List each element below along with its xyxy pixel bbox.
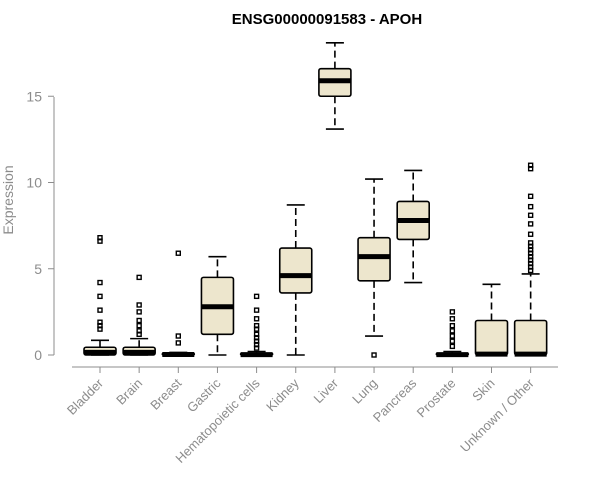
outlier-point — [527, 203, 534, 210]
outlier-point — [136, 309, 142, 315]
box-group — [83, 234, 117, 356]
outlier-point — [527, 221, 534, 227]
category-label: Prostate — [414, 376, 459, 421]
outlier-point — [527, 162, 534, 168]
box-group — [122, 274, 156, 356]
outlier-point — [449, 309, 456, 315]
y-tick-label: 10 — [26, 175, 42, 191]
outlier-point — [175, 250, 182, 256]
category-label: Unknown / Other — [457, 375, 537, 455]
category-label: Liver — [310, 375, 341, 406]
outlier-point — [527, 231, 534, 237]
outlier-point — [136, 328, 142, 334]
outlier-point — [175, 340, 182, 346]
outlier-point — [449, 316, 456, 322]
outlier-point — [527, 212, 534, 218]
outlier-point — [175, 333, 182, 339]
box-group — [278, 204, 313, 356]
iqr-box — [278, 247, 313, 294]
outlier-point — [449, 338, 456, 344]
category-label: Pancreas — [370, 375, 420, 425]
category-label: Kidney — [263, 375, 302, 414]
category-label: Lung — [349, 376, 380, 407]
iqr-box — [474, 319, 509, 356]
box-group — [357, 178, 391, 358]
outlier-point — [527, 240, 534, 246]
outlier-point — [97, 293, 103, 300]
box-group — [513, 162, 548, 357]
box-group — [474, 283, 509, 357]
plot-area — [83, 41, 548, 358]
outlier-point — [97, 307, 103, 313]
box-group — [239, 293, 274, 358]
y-ticks: 0 5 10 15 — [26, 88, 54, 363]
outlier-point — [136, 317, 142, 324]
outlier-point — [97, 234, 103, 241]
iqr-box — [357, 236, 391, 282]
y-axis-label: Expression — [0, 165, 16, 234]
outlier-point — [97, 319, 103, 325]
box-group — [161, 250, 196, 357]
outlier-point — [253, 307, 260, 313]
outlier-point — [449, 333, 456, 339]
outlier-point — [253, 316, 260, 322]
box-group — [318, 41, 352, 130]
outlier-point — [136, 302, 142, 308]
iqr-box — [513, 319, 548, 356]
outlier-point — [253, 331, 260, 337]
outlier-point — [449, 322, 456, 329]
chart-title: ENSG00000091583 - APOH — [232, 11, 422, 28]
category-label: Bladder — [64, 375, 107, 418]
box-group — [435, 309, 470, 358]
y-tick-label: 5 — [34, 261, 42, 277]
outlier-point — [136, 322, 142, 329]
y-tick-label: 15 — [26, 88, 42, 104]
outlier-point — [253, 322, 260, 329]
outlier-point — [449, 343, 456, 350]
category-label: Brain — [113, 376, 145, 408]
outlier-point — [136, 274, 142, 281]
outlier-point — [527, 193, 534, 200]
box-group — [200, 255, 235, 356]
outlier-point — [449, 328, 456, 334]
outlier-point — [253, 293, 260, 300]
category-label: Skin — [469, 376, 497, 404]
category-label: Breast — [147, 375, 184, 412]
outlier-point — [97, 279, 103, 286]
box-group — [396, 169, 431, 284]
y-tick-label: 0 — [34, 347, 42, 363]
outlier-point — [371, 352, 377, 358]
